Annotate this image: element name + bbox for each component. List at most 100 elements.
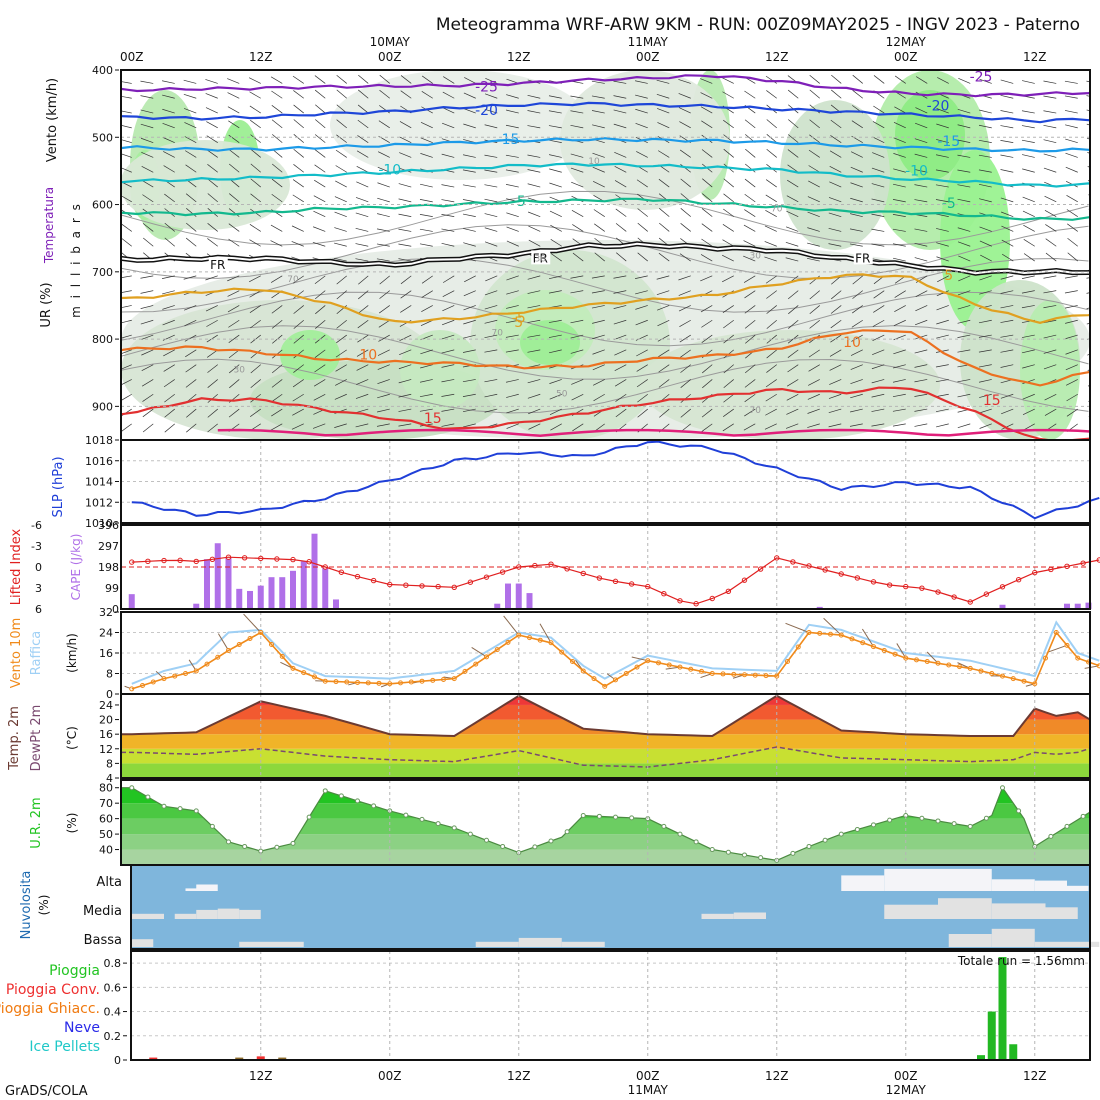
wind-barb xyxy=(872,152,885,158)
wind-barb xyxy=(164,408,175,418)
cloud-cover-bar xyxy=(884,868,992,891)
cape-bar xyxy=(1085,602,1092,609)
wind-barb xyxy=(398,393,412,398)
wind-barb xyxy=(377,364,390,370)
rh-contour-label: 30 xyxy=(750,251,762,261)
wind-barb xyxy=(679,319,691,327)
wind-barb xyxy=(313,393,326,401)
wind-barb xyxy=(271,408,283,417)
wind-barb xyxy=(680,379,691,388)
wind-barb xyxy=(505,319,519,324)
wind-barb xyxy=(830,319,842,329)
cape-bar xyxy=(333,599,339,609)
wind-barb xyxy=(1064,305,1078,309)
rh-shading xyxy=(640,330,940,440)
wind-barb xyxy=(379,275,390,285)
wind-barb xyxy=(722,91,734,99)
wind-barb xyxy=(659,208,670,217)
wind-barb xyxy=(978,349,992,353)
wind-barb xyxy=(1000,349,1014,353)
wind-barb xyxy=(957,198,971,203)
wind-barb xyxy=(398,423,412,427)
wind-barb xyxy=(548,110,562,114)
wind-barb xyxy=(484,305,498,310)
wind-barb xyxy=(121,223,132,232)
wind-barb xyxy=(745,148,756,158)
wind-barb xyxy=(484,349,498,353)
wind-barb xyxy=(291,225,304,232)
wind-barb xyxy=(957,139,971,143)
cloud-cover-bar xyxy=(518,937,562,947)
wind-barb xyxy=(766,134,777,143)
wind-barb xyxy=(658,349,670,358)
wind-barb xyxy=(1065,349,1078,355)
wind-tick-label: 0 xyxy=(106,688,113,701)
wind-barb xyxy=(657,122,670,129)
axis-label-cloud-unit: (%) xyxy=(37,895,51,916)
rh-point xyxy=(129,785,135,791)
wind-barb xyxy=(656,108,670,114)
wind-barb xyxy=(356,165,369,173)
wind-barb xyxy=(787,149,799,158)
wind-barb xyxy=(1045,238,1057,247)
isotherm-label: -25 xyxy=(475,80,498,96)
wind-barb xyxy=(249,290,261,298)
wind-barb xyxy=(140,123,154,129)
wind-barb xyxy=(657,319,670,327)
wind-barb xyxy=(744,408,756,417)
wind-barb xyxy=(723,379,734,388)
wind-barb xyxy=(700,254,713,262)
wind-barb xyxy=(613,109,627,114)
wind-barb xyxy=(162,305,175,310)
wind-barb xyxy=(377,349,390,356)
wind-barb xyxy=(207,178,218,188)
wind-barb xyxy=(958,77,971,84)
wind-barb xyxy=(658,252,670,262)
wind-barb xyxy=(527,94,541,99)
wind-barb xyxy=(400,75,412,84)
wind-barb xyxy=(506,94,519,99)
wind-barb xyxy=(207,379,218,388)
wind-barb xyxy=(656,93,670,99)
wind-barb xyxy=(463,242,476,247)
wind-barb xyxy=(250,163,261,173)
wind-barb xyxy=(420,121,433,129)
wind-barb xyxy=(463,334,476,339)
wind-barb xyxy=(766,90,777,99)
wind-barb xyxy=(743,423,756,431)
wind-barb xyxy=(1045,252,1057,262)
wind-barb xyxy=(701,408,713,418)
wind-barb xyxy=(744,305,756,314)
wind-barb xyxy=(852,89,863,99)
rh-band xyxy=(121,849,1090,865)
wind-barb xyxy=(1000,211,1014,217)
precip-frame xyxy=(130,950,1091,1061)
wind-barb xyxy=(463,108,476,114)
wind-barb xyxy=(163,379,175,388)
rh-point xyxy=(806,843,812,849)
wind-barb xyxy=(378,334,390,342)
rh-point xyxy=(725,849,731,855)
wind-barb xyxy=(1022,393,1035,400)
wind-barb xyxy=(892,183,906,188)
wind-barb xyxy=(936,123,949,129)
cloud-panel: Alta Media Bassa Nuvolosita (%) xyxy=(19,864,1100,950)
dewpoint-line xyxy=(121,746,1090,768)
wind-barb xyxy=(528,239,541,247)
axis-label-dewpoint: DewPt 2m xyxy=(29,705,44,772)
wind-barb xyxy=(250,178,261,188)
wind-barb xyxy=(314,349,326,358)
cape-bar xyxy=(225,557,232,609)
wind-barb xyxy=(140,109,154,114)
temperature-band xyxy=(121,763,1090,778)
top-time-tick: 00Z xyxy=(636,50,660,64)
rh-band xyxy=(121,834,1090,850)
wind-barb xyxy=(419,199,433,203)
wind-barb xyxy=(701,120,713,129)
wind-barb xyxy=(1000,393,1014,399)
axis-label-wind10m: Vento 10m xyxy=(9,618,24,689)
wind-barb xyxy=(314,134,326,143)
wind-barb xyxy=(1022,168,1035,173)
wind-barb xyxy=(271,90,283,99)
